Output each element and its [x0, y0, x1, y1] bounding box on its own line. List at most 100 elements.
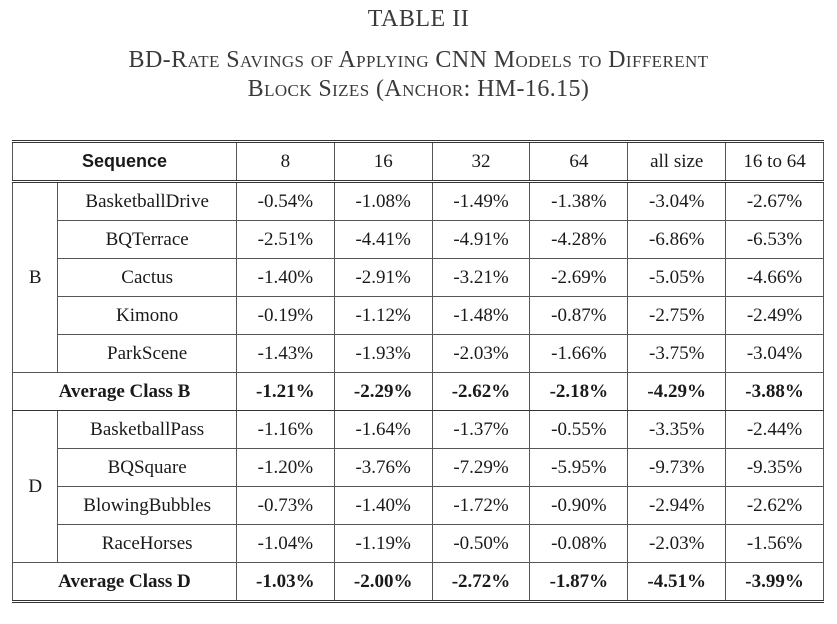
sequence-name: BQTerrace [57, 220, 237, 259]
cell: -3.21% [431, 258, 531, 297]
average-cell: -1.87% [529, 562, 629, 603]
average-cell: -2.29% [333, 372, 433, 411]
sequence-name: BasketballPass [57, 410, 237, 449]
cell: -2.69% [529, 258, 629, 297]
header-col-16-to-64: 16 to 64 [725, 141, 824, 183]
table-title: BD-Rate Savings of Applying CNN Models t… [0, 46, 837, 104]
cell: -1.43% [235, 334, 335, 373]
cell: -1.93% [333, 334, 433, 373]
cell: -3.35% [627, 410, 727, 449]
cell: -2.51% [235, 220, 335, 259]
average-cell: -3.99% [725, 562, 824, 603]
table-label: TABLE II [367, 6, 470, 32]
cell: -1.12% [333, 296, 433, 335]
cell: -0.87% [529, 296, 629, 335]
table-title-line-1: BD-Rate Savings of Applying CNN Models t… [128, 47, 709, 73]
sequence-name: BQSquare [57, 448, 237, 487]
average-cell: -4.29% [627, 372, 727, 411]
cell: -9.73% [627, 448, 727, 487]
average-cell: -2.72% [431, 562, 531, 603]
cell: -7.29% [431, 448, 531, 487]
header-col-8: 8 [235, 141, 335, 183]
table-row: D BasketballPass -1.16% -1.64% -1.37% -0… [11, 410, 824, 563]
table-row: Cactus -1.40% -2.91% -3.21% -2.69% -5.05… [13, 258, 824, 297]
cell: -2.03% [627, 524, 727, 563]
cell: -4.28% [529, 220, 629, 259]
sequence-name: Kimono [57, 296, 237, 335]
table-row: BlowingBubbles -0.73% -1.40% -1.72% -0.9… [13, 486, 824, 525]
sequence-name: BlowingBubbles [57, 486, 237, 525]
cell: -1.38% [529, 181, 629, 221]
average-cell: -2.62% [431, 372, 531, 411]
cell: -0.54% [235, 181, 335, 221]
cell: -5.05% [627, 258, 727, 297]
table-row: BQTerrace -2.51% -4.41% -4.91% -4.28% -6… [13, 220, 824, 259]
cell: -0.08% [529, 524, 629, 563]
cell: -0.50% [431, 524, 531, 563]
cell: -2.91% [333, 258, 433, 297]
header-col-64: 64 [529, 141, 629, 183]
cell: -3.04% [627, 181, 727, 221]
average-cell: -3.88% [725, 372, 824, 411]
cell: -1.04% [235, 524, 335, 563]
cell: -0.55% [529, 410, 629, 449]
cell: -6.86% [627, 220, 727, 259]
average-cell: -4.51% [627, 562, 727, 603]
cell: -9.35% [725, 448, 824, 487]
average-row-class-b: Average Class B -1.21% -2.29% -2.62% -2.… [12, 372, 824, 411]
table-row: B BasketballDrive -0.54% -1.08% -1.49% -… [11, 181, 824, 373]
results-table: Sequence 8 16 32 64 all size 16 to 64 B … [11, 140, 824, 603]
cell: -1.08% [333, 181, 433, 221]
cell: -0.90% [529, 486, 629, 525]
table-row: BQSquare -1.20% -3.76% -7.29% -5.95% -9.… [13, 448, 824, 487]
table-row: ParkScene -1.43% -1.93% -2.03% -1.66% -3… [13, 334, 824, 373]
header-row: Sequence 8 16 32 64 all size 16 to 64 [12, 141, 824, 183]
cell: -1.48% [431, 296, 531, 335]
cell: -5.95% [529, 448, 629, 487]
cell: -2.03% [431, 334, 531, 373]
table-row: RaceHorses -1.04% -1.19% -0.50% -0.08% -… [13, 524, 824, 563]
cell: -2.44% [725, 410, 824, 449]
average-label: Average Class B [12, 372, 237, 411]
average-label: Average Class D [12, 562, 237, 603]
cell: -3.76% [333, 448, 433, 487]
class-label-b: B [11, 181, 59, 373]
cell: -1.40% [235, 258, 335, 297]
cell: -0.19% [235, 296, 335, 335]
sequence-name: ParkScene [57, 334, 237, 373]
cell: -2.49% [725, 296, 824, 335]
header-col-32: 32 [431, 141, 531, 183]
header-sequence: Sequence [12, 141, 237, 183]
average-cell: -2.00% [333, 562, 433, 603]
cell: -0.73% [235, 486, 335, 525]
average-cell: -1.03% [235, 562, 335, 603]
cell: -1.49% [431, 181, 531, 221]
table-title-line-2: Block Sizes (Anchor: HM-16.15) [247, 76, 590, 102]
average-cell: -2.18% [529, 372, 629, 411]
sequence-name: BasketballDrive [57, 181, 237, 221]
cell: -1.56% [725, 524, 824, 563]
table-row: Kimono -0.19% -1.12% -1.48% -0.87% -2.75… [13, 296, 824, 335]
cell: -3.04% [725, 334, 824, 373]
sequence-name: RaceHorses [57, 524, 237, 563]
cell: -2.75% [627, 296, 727, 335]
cell: -3.75% [627, 334, 727, 373]
header-col-16: 16 [333, 141, 433, 183]
cell: -2.62% [725, 486, 824, 525]
header-col-all-size: all size [627, 141, 727, 183]
sequence-name: Cactus [57, 258, 237, 297]
cell: -4.91% [431, 220, 531, 259]
cell: -1.72% [431, 486, 531, 525]
cell: -1.16% [235, 410, 335, 449]
cell: -4.66% [725, 258, 824, 297]
cell: -1.64% [333, 410, 433, 449]
average-cell: -1.21% [235, 372, 335, 411]
cell: -2.67% [725, 181, 824, 221]
cell: -1.66% [529, 334, 629, 373]
cell: -4.41% [333, 220, 433, 259]
average-row-class-d: Average Class D -1.03% -2.00% -2.72% -1.… [12, 562, 824, 603]
cell: -1.37% [431, 410, 531, 449]
cell: -1.19% [333, 524, 433, 563]
cell: -1.40% [333, 486, 433, 525]
cell: -6.53% [725, 220, 824, 259]
